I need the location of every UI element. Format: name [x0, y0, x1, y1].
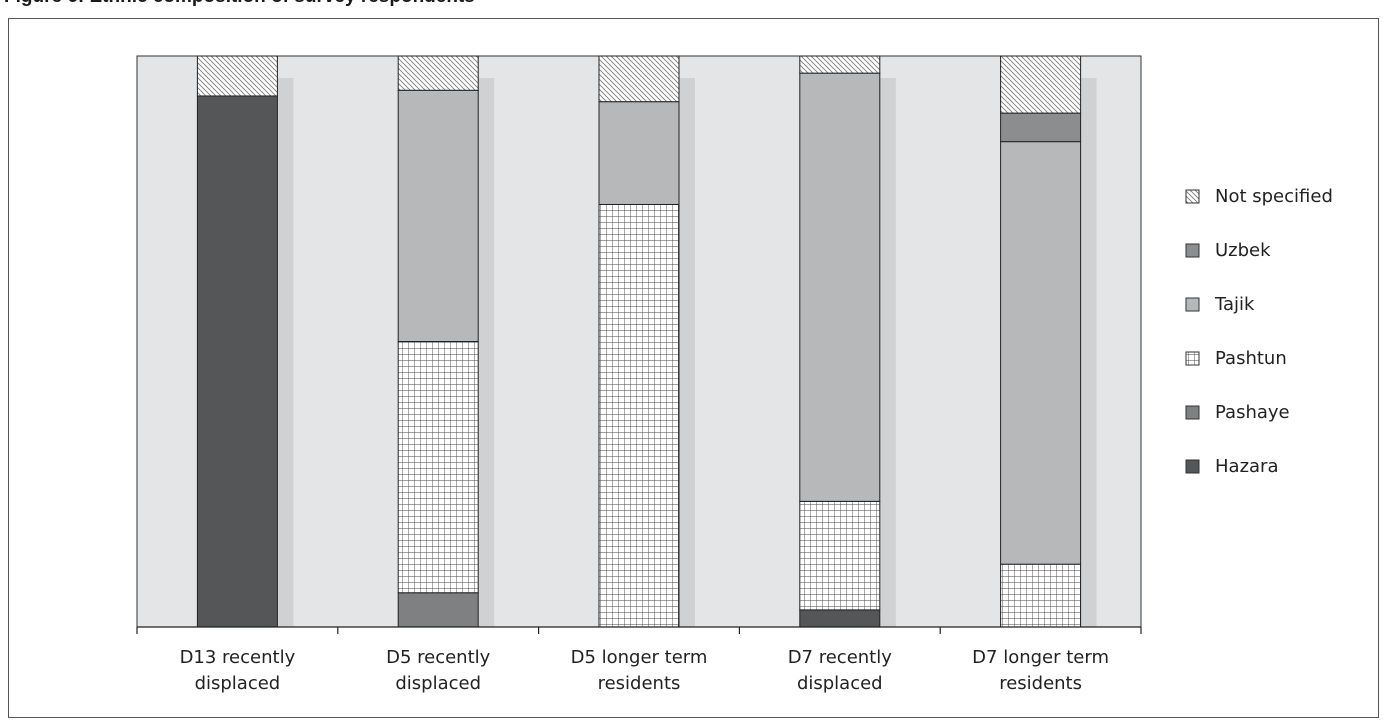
x-tick-labels: D13 recently displaced D5 recently displace… [180, 647, 1109, 694]
legend-label-not-specified: Not specified [1215, 186, 1333, 207]
legend-swatch-pashtun [1185, 351, 1200, 366]
bars [196, 55, 1082, 628]
bar-segment-not-specified [598, 55, 680, 103]
bar-segment-not-specified [1000, 55, 1082, 114]
bar-segment-not-specified [397, 55, 479, 91]
legend: Not specified Uzbek Tajik Pashtun Pashaye Haz… [1185, 186, 1333, 477]
x-tick-label: displaced [395, 673, 481, 694]
bar-segment-pashtun [799, 500, 881, 611]
legend-swatch-pashaye [1185, 405, 1200, 420]
x-tick-label: displaced [195, 673, 281, 694]
x-tick-label: residents [598, 673, 681, 694]
x-tick-label: D5 recently [386, 647, 491, 668]
legend-label-pashaye: Pashaye [1215, 402, 1290, 423]
x-tick-label: D5 longer term [571, 647, 708, 668]
bar-segment-not-specified [196, 55, 278, 97]
legend-swatch-hazara [1185, 459, 1200, 474]
x-tick-label: D7 longer term [972, 647, 1109, 668]
bar-segment-tajik [598, 101, 680, 205]
legend-swatch-not-specified [1185, 189, 1200, 204]
legend-swatch-uzbek [1185, 243, 1200, 258]
legend-swatch-tajik [1185, 297, 1200, 312]
bar-segment-pashaye [397, 592, 479, 628]
chart-title-text: Figure 6: Ethnic composition of survey r… [4, 0, 475, 8]
legend-label-uzbek: Uzbek [1215, 240, 1271, 261]
bar-segment-tajik [397, 89, 479, 343]
x-tick-label: D13 recently [180, 647, 296, 668]
bar-segment-uzbek [1000, 112, 1082, 143]
bar-segment-pashtun [397, 341, 479, 594]
bar-segment-hazara [196, 95, 278, 628]
chart-title: Figure 6: Ethnic composition of survey r… [0, 0, 1389, 10]
bar-segment-tajik [799, 72, 881, 502]
bar-segment-hazara [799, 609, 881, 628]
x-axis [136, 626, 1142, 634]
legend-label-tajik: Tajik [1214, 294, 1255, 315]
legend-label-pashtun: Pashtun [1215, 348, 1287, 369]
bar-segment-pashtun [598, 203, 680, 628]
bar-segment-tajik [1000, 141, 1082, 565]
x-tick-label: displaced [797, 673, 883, 694]
bar-segment-pashtun [1000, 563, 1082, 628]
legend-label-hazara: Hazara [1215, 456, 1278, 477]
x-tick-label: D7 recently [788, 647, 893, 668]
bar-segment-not-specified [799, 55, 881, 74]
x-tick-label: residents [999, 673, 1082, 694]
chart-frame [8, 18, 1379, 718]
